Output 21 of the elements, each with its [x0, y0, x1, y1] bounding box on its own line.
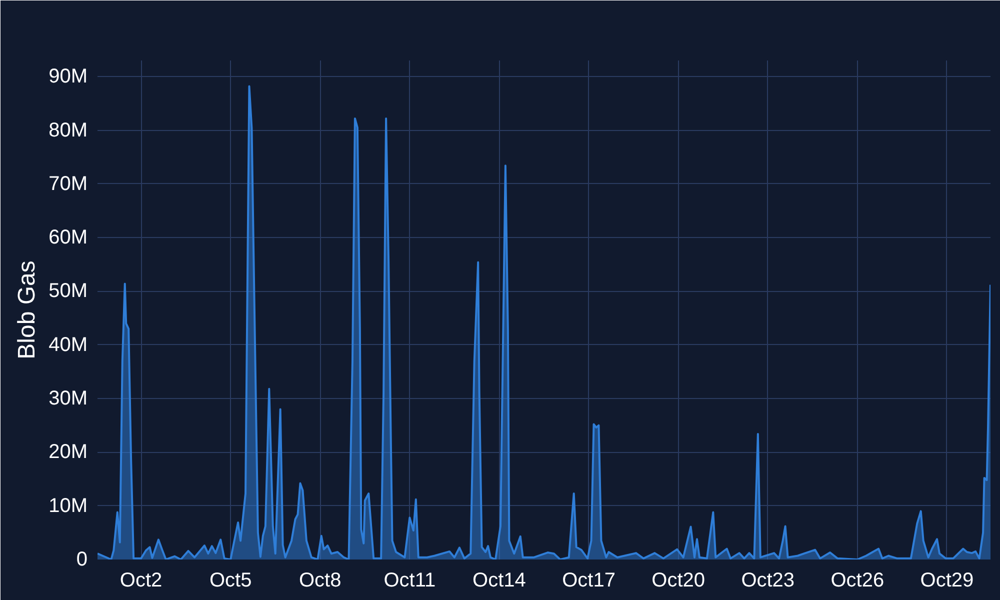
x-tick-label: Oct20 — [652, 570, 706, 592]
y-tick-label: 80M — [48, 119, 88, 142]
x-tick-label: Oct14 — [472, 570, 526, 592]
x-tick-label: Oct29 — [920, 570, 974, 592]
y-tick-label: 0 — [76, 548, 88, 570]
x-tick-label: Oct17 — [562, 570, 616, 592]
x-tick-label: Oct8 — [299, 570, 342, 592]
x-tick-label: Oct23 — [741, 570, 795, 592]
y-tick-label: 50M — [48, 280, 88, 302]
y-tick-label: 90M — [48, 66, 88, 88]
y-tick-label: 70M — [48, 172, 88, 195]
x-tick-label: Oct2 — [120, 570, 162, 592]
y-tick-label: 40M — [48, 334, 88, 356]
y-tick-label: 10M — [48, 494, 88, 517]
x-tick-label: Oct26 — [830, 570, 884, 592]
x-tick-label: Oct11 — [384, 570, 436, 592]
y-tick-label: 60M — [48, 226, 88, 249]
y-axis-title: Blob Gas — [14, 260, 41, 360]
y-tick-label: 30M — [48, 388, 88, 410]
y-tick-label: 20M — [48, 441, 88, 464]
x-tick-label: Oct5 — [209, 570, 252, 592]
